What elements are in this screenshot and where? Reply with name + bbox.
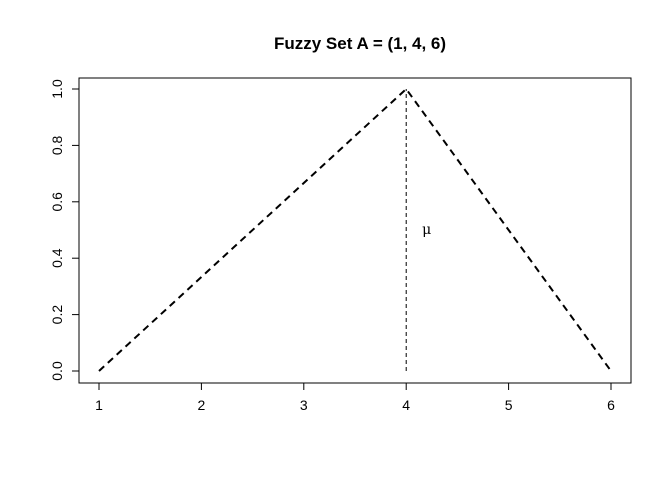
y-tick-label: 0.2: [49, 305, 65, 325]
y-tick-label: 0.0: [49, 361, 65, 381]
y-tick-label: 0.4: [49, 248, 65, 268]
plot-box: [78, 77, 632, 384]
membership-line: [98, 87, 612, 372]
y-axis: 0.0 0.2 0.4 0.6 0.8 1.0: [49, 79, 80, 381]
series-layer: [98, 87, 612, 372]
mu-annotation: μ: [422, 222, 431, 238]
y-tick-label: 0.6: [49, 192, 65, 212]
y-tick-label: 1.0: [49, 79, 65, 99]
chart-title: Fuzzy Set A = (1, 4, 6): [274, 34, 446, 53]
y-tick-label: 0.8: [49, 135, 65, 155]
annotation-layer: μ: [422, 222, 431, 238]
x-axis: 1 2 3 4 5 6: [95, 382, 615, 413]
x-tick-label: 3: [300, 397, 308, 413]
x-tick-label: 2: [198, 397, 206, 413]
x-tick-label: 6: [607, 397, 615, 413]
x-tick-label: 4: [402, 397, 410, 413]
x-tick-label: 5: [505, 397, 513, 413]
x-tick-label: 1: [95, 397, 103, 413]
